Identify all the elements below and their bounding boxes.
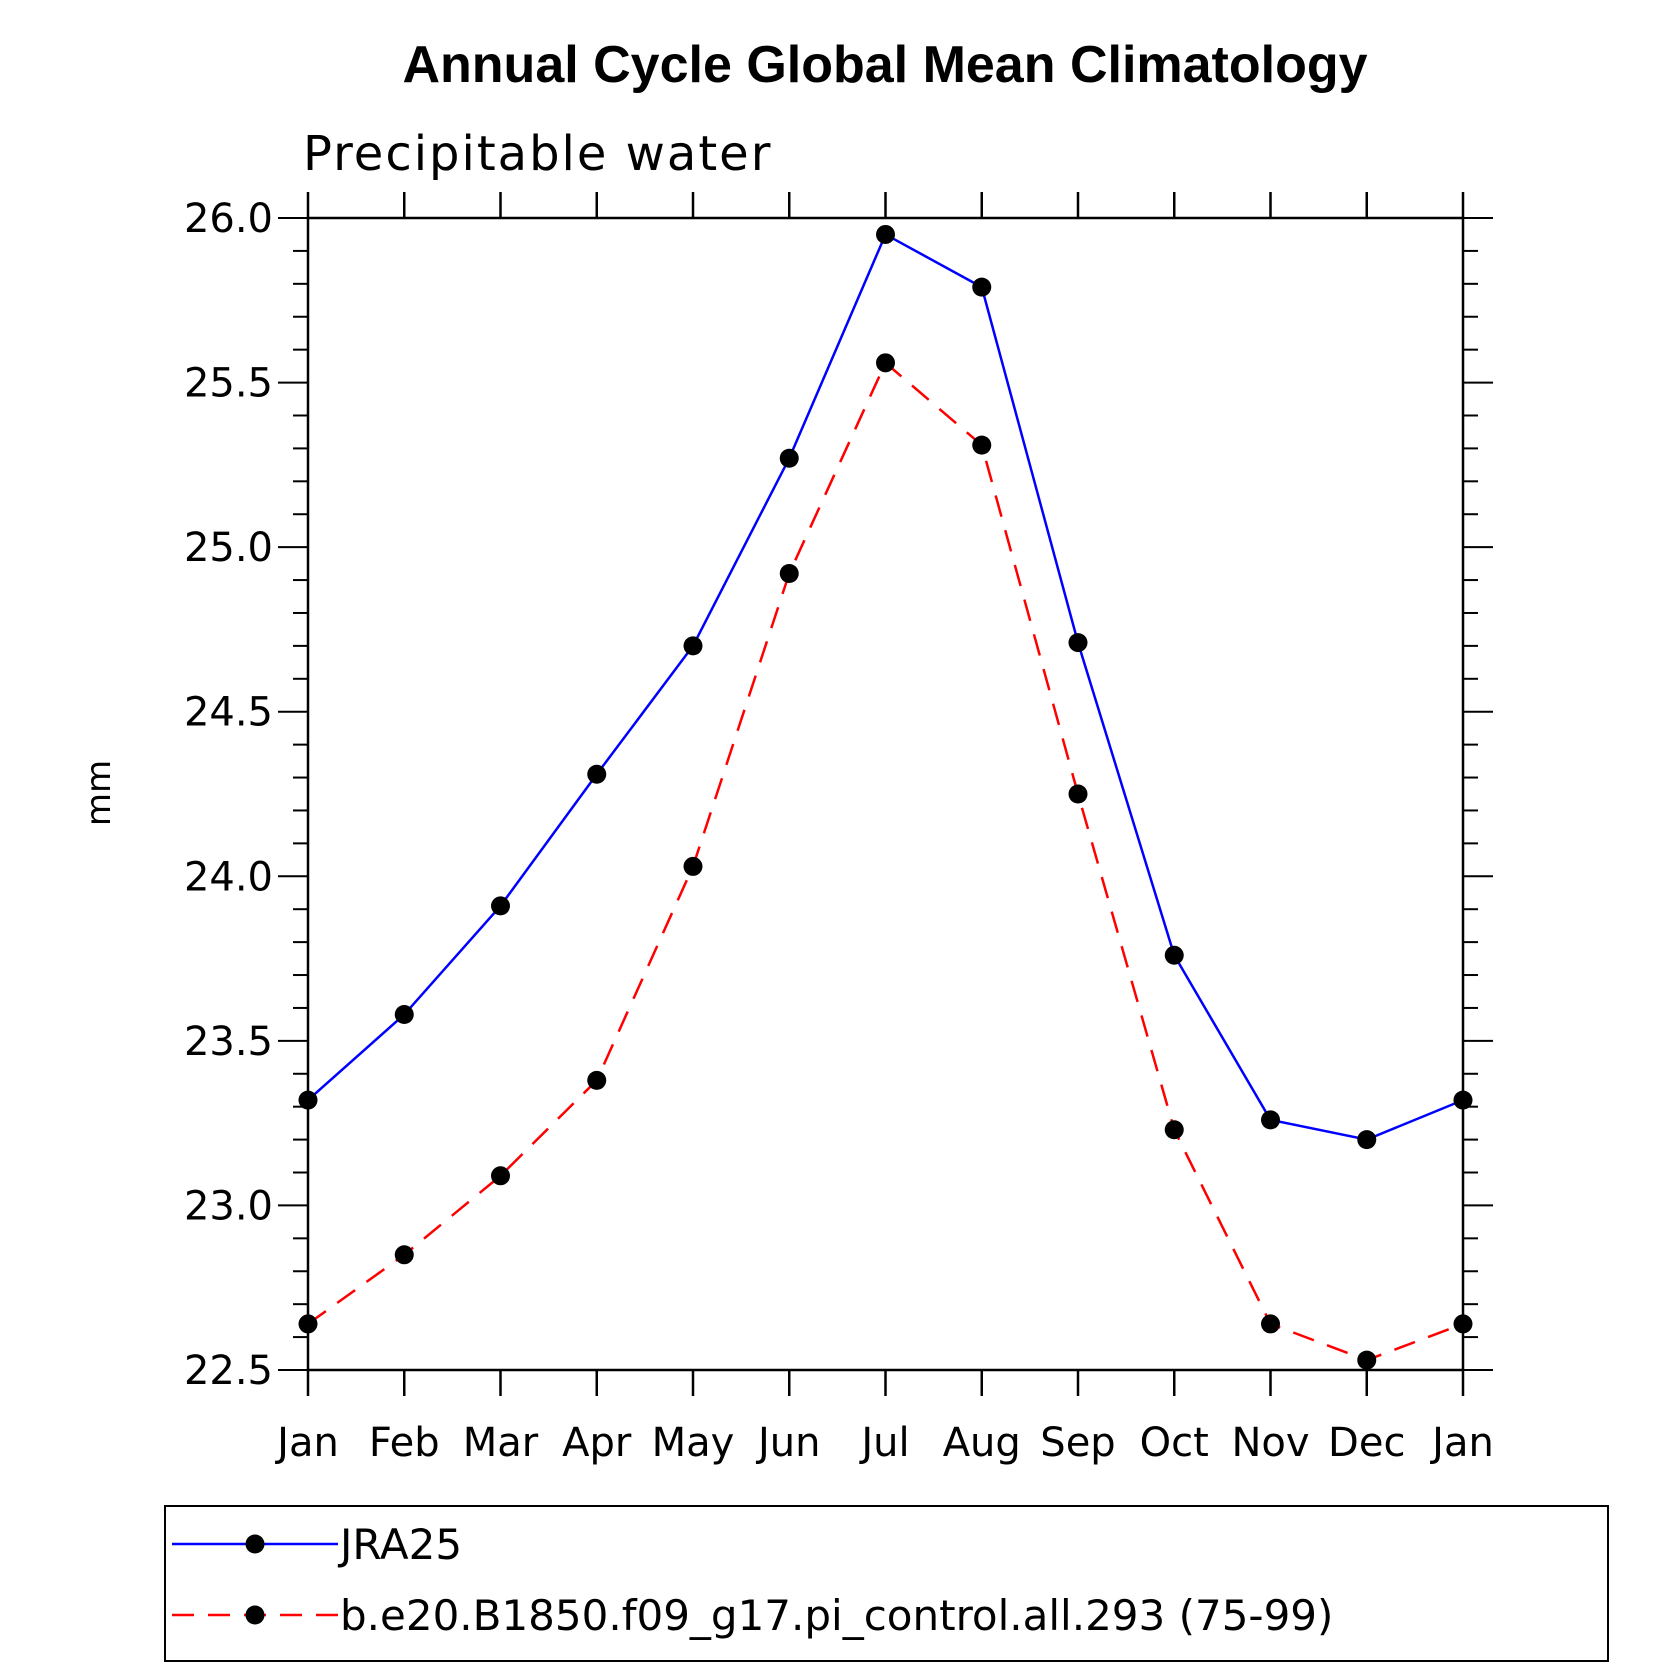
x-axis-tick-labels: Jan Feb Mar Apr May Jun Jul Aug Sep Oct Nov Dec Jan: [274, 1420, 1494, 1466]
data-point: [876, 224, 895, 244]
data-point: [972, 277, 992, 297]
plot-frame: [306, 216, 1465, 1372]
y-tick-label: 22.5: [184, 1348, 273, 1394]
x-tick-label: Oct: [1140, 1420, 1209, 1466]
y-tick-label: 23.0: [184, 1183, 273, 1229]
y-tick-label: 26.0: [184, 196, 273, 242]
y-axis-tick-labels: 26.0 25.5 25.0 24.5 24.0 23.5 23.0 22.5: [184, 196, 273, 1394]
data-point: [1453, 1090, 1473, 1110]
chart-title: Annual Cycle Global Mean Climatology: [402, 36, 1367, 94]
series-line-2: [307, 360, 1464, 1362]
chart-subtitle: Precipitable water: [303, 126, 772, 182]
x-tick-label: Feb: [369, 1420, 440, 1466]
x-tick-label: May: [652, 1420, 735, 1466]
y-tick-label: 24.5: [184, 690, 273, 736]
data-point: [298, 1314, 318, 1334]
data-point: [587, 1070, 607, 1090]
x-tick-label: Jan: [274, 1420, 339, 1466]
data-point: [587, 764, 607, 784]
y-tick-label: 25.0: [184, 525, 273, 571]
x-tick-label: Sep: [1040, 1420, 1115, 1466]
data-point: [683, 856, 703, 876]
y-tick-label: 24.0: [184, 854, 273, 900]
x-tick-label: Nov: [1231, 1420, 1309, 1466]
data-point: [1068, 633, 1088, 653]
legend-label: b.e20.B1850.f09_g17.pi_control.all.293 (…: [340, 1591, 1333, 1640]
data-point: [394, 1245, 414, 1265]
series-markers: [298, 224, 1473, 1370]
x-tick-label: Aug: [943, 1420, 1021, 1466]
data-point: [1164, 1120, 1184, 1140]
legend-marker: [245, 1534, 265, 1554]
x-tick-label: Jul: [858, 1420, 909, 1466]
data-point: [972, 435, 992, 455]
y-axis-label: mm: [79, 760, 119, 826]
data-point: [1068, 784, 1088, 804]
data-point: [298, 1090, 318, 1110]
legend: JRA25 b.e20.B1850.f09_g17.pi_control.all.…: [172, 1520, 1333, 1640]
axis-ticks: [278, 192, 1493, 1396]
data-point: [491, 1166, 510, 1186]
legend-marker: [245, 1605, 265, 1625]
data-point: [1453, 1314, 1473, 1334]
legend-box: [164, 1505, 1609, 1662]
x-tick-label: Dec: [1328, 1420, 1405, 1466]
data-point: [779, 448, 799, 468]
data-point: [491, 896, 510, 916]
data-point: [683, 636, 703, 656]
x-tick-label: Mar: [463, 1420, 539, 1466]
y-tick-label: 23.5: [184, 1019, 273, 1065]
x-tick-label: Jun: [755, 1420, 821, 1466]
x-tick-label: Jan: [1429, 1420, 1494, 1466]
data-point: [1164, 945, 1184, 965]
series-lines: [307, 232, 1464, 1362]
data-point: [1357, 1350, 1377, 1370]
y-tick-label: 25.5: [184, 361, 273, 407]
data-point: [394, 1005, 414, 1025]
data-point: [1261, 1110, 1280, 1130]
x-tick-label: Apr: [562, 1420, 632, 1466]
data-point: [1261, 1314, 1280, 1334]
data-point: [779, 563, 799, 583]
data-point: [1357, 1130, 1377, 1150]
data-point: [876, 353, 895, 373]
legend-label: JRA25: [337, 1520, 462, 1569]
